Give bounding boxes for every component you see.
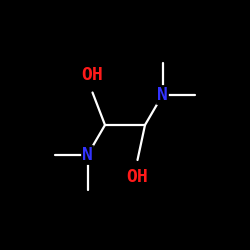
Text: OH: OH	[82, 66, 104, 84]
Text: N: N	[157, 86, 168, 104]
Text: OH: OH	[127, 168, 148, 186]
Text: N: N	[82, 146, 93, 164]
